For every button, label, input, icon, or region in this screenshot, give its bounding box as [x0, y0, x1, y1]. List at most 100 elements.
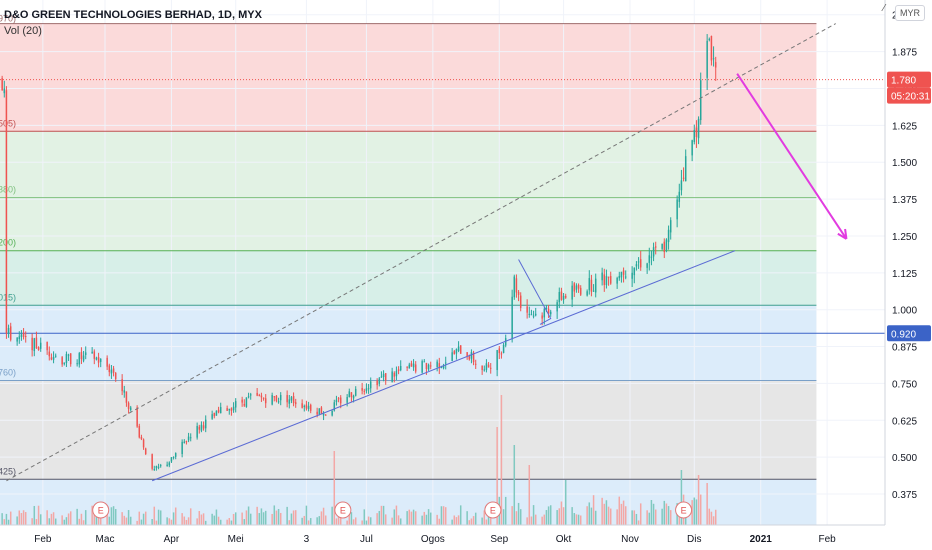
candle-body: [663, 241, 666, 253]
candle-body: [382, 373, 385, 378]
candle-body: [61, 357, 63, 365]
volume-bar: [393, 509, 396, 525]
candle-body: [384, 373, 387, 381]
volume-bar: [187, 517, 190, 525]
candle-body: [7, 328, 10, 334]
volume-bar: [444, 507, 447, 525]
volume-bar: [320, 511, 323, 525]
time-axis: [0, 525, 932, 550]
candle-body: [620, 271, 623, 278]
candle-body: [708, 38, 711, 41]
volume-bar: [425, 514, 428, 525]
volume-bar: [93, 513, 96, 525]
currency-button[interactable]: MYR: [895, 5, 925, 21]
candle-body: [112, 368, 115, 373]
volume-bar: [202, 513, 205, 525]
price-level-badge: [887, 325, 931, 342]
volume-bar: [487, 513, 490, 525]
candle-body: [213, 412, 216, 417]
volume-bar: [378, 510, 381, 525]
volume-bar: [468, 520, 471, 525]
candle-body: [406, 366, 408, 368]
volume-bar: [408, 509, 411, 525]
volume-bar: [562, 507, 565, 525]
candle-body: [650, 256, 653, 258]
candle-body: [228, 408, 231, 411]
last-price-badge: [887, 71, 931, 88]
volume-bar: [380, 505, 383, 525]
candle-body: [530, 314, 533, 316]
volume-bar: [84, 510, 87, 525]
candle-body: [3, 88, 6, 94]
volume-bar: [481, 517, 483, 525]
candle-body: [579, 287, 582, 295]
candle-body: [712, 58, 715, 60]
candle-body: [226, 408, 228, 411]
volume-bar: [609, 508, 612, 525]
candle-body: [348, 391, 351, 398]
volume-bar: [200, 514, 203, 525]
candle-body: [429, 365, 432, 367]
volume-bar: [61, 515, 63, 525]
candle-body: [532, 315, 535, 317]
volume-bar: [127, 510, 130, 525]
volume-bar: [382, 505, 385, 525]
volume-bar: [363, 509, 366, 525]
volume-bar: [579, 515, 582, 525]
candle-body: [635, 264, 638, 267]
candle-body: [714, 62, 717, 68]
x-tick-label: Okt: [556, 534, 572, 545]
candle-body: [22, 332, 25, 337]
volume-bar: [273, 505, 276, 525]
volume-bar: [654, 509, 657, 525]
x-tick-label: Nov: [621, 534, 639, 545]
volume-bar: [183, 516, 186, 525]
volume-bar: [633, 510, 636, 525]
volume-bar: [564, 480, 567, 525]
candle-body: [78, 353, 81, 365]
volume-bar: [680, 470, 683, 525]
volume-bar: [519, 509, 522, 525]
volume-bar: [331, 506, 333, 525]
countdown-badge-text: 05:20:31: [891, 92, 930, 103]
volume-bar: [333, 451, 336, 525]
candle-body: [127, 402, 130, 409]
candle-body: [322, 413, 325, 416]
candle-body: [504, 338, 507, 346]
volume-bar: [691, 500, 693, 525]
volume-bar: [153, 506, 156, 525]
volume-bar: [65, 517, 68, 525]
volume-bar: [213, 515, 216, 525]
percent-icon[interactable]: ⁄: [883, 3, 885, 14]
volume-bar: [76, 508, 78, 525]
candle-body: [483, 369, 486, 371]
volume-bar: [517, 502, 520, 525]
candle-body: [669, 220, 672, 233]
candle-body: [316, 411, 318, 415]
volume-bar: [457, 515, 460, 525]
volume-bar: [286, 506, 288, 525]
fib-label: 015): [0, 292, 16, 302]
y-tick-label: 0.750: [892, 379, 917, 390]
candle-body: [453, 351, 456, 355]
candle-body: [367, 388, 370, 390]
candle-body: [474, 363, 477, 365]
volume-bar: [219, 519, 222, 525]
volume-bar: [142, 513, 145, 525]
volume-bar: [294, 510, 297, 525]
candle-body: [684, 156, 687, 182]
candle-body: [290, 397, 293, 401]
volume-bar: [350, 512, 353, 525]
candle-body: [438, 363, 441, 369]
candle-body: [376, 380, 378, 386]
candle-body: [470, 352, 473, 359]
volume-bar: [706, 483, 708, 525]
candle-body: [697, 118, 700, 139]
volume-bar: [271, 513, 273, 525]
candle-body: [444, 362, 447, 364]
price-level-badge-text: 0.920: [891, 329, 916, 340]
candle-body: [562, 295, 565, 300]
volume-bar: [35, 519, 38, 525]
volume-bar: [232, 513, 235, 525]
